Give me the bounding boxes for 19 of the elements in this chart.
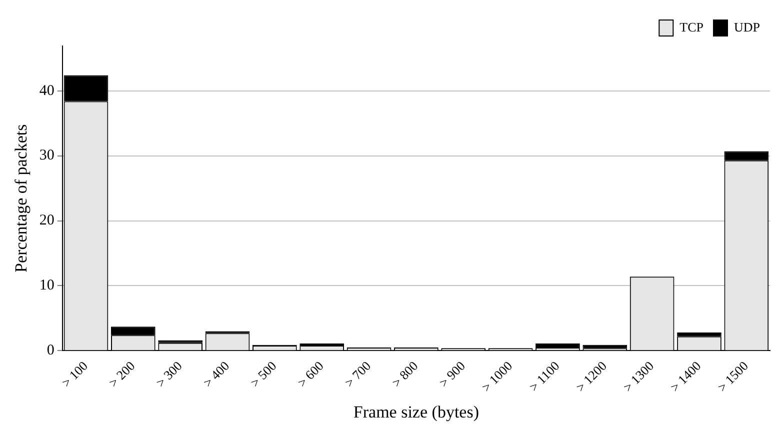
y-tick-label: 20 [39,212,54,229]
y-tick-label: 40 [39,82,54,99]
legend-label: TCP [680,19,704,34]
x-tick-label: > 600 [294,358,326,390]
x-tick-label: > 500 [247,358,280,390]
y-tick-label: 30 [39,148,54,164]
y-tick-label: 0 [46,342,54,359]
x-tick-label: > 800 [388,358,421,390]
x-axis-title: Frame size (bytes) [353,402,479,422]
x-tick-label: > 900 [436,358,468,390]
x-tick-label: > 1100 [526,358,562,394]
x-tick-label: > 100 [58,358,91,390]
x-tick-label: > 200 [106,358,138,390]
x-tick-label: > 400 [200,358,232,390]
x-tick-label: > 300 [152,358,185,390]
y-tick-label: 10 [39,278,54,294]
x-tick-label: > 700 [342,358,374,390]
y-axis-title: Percentage of packets [12,124,31,272]
legend-label: UDP [734,19,760,34]
